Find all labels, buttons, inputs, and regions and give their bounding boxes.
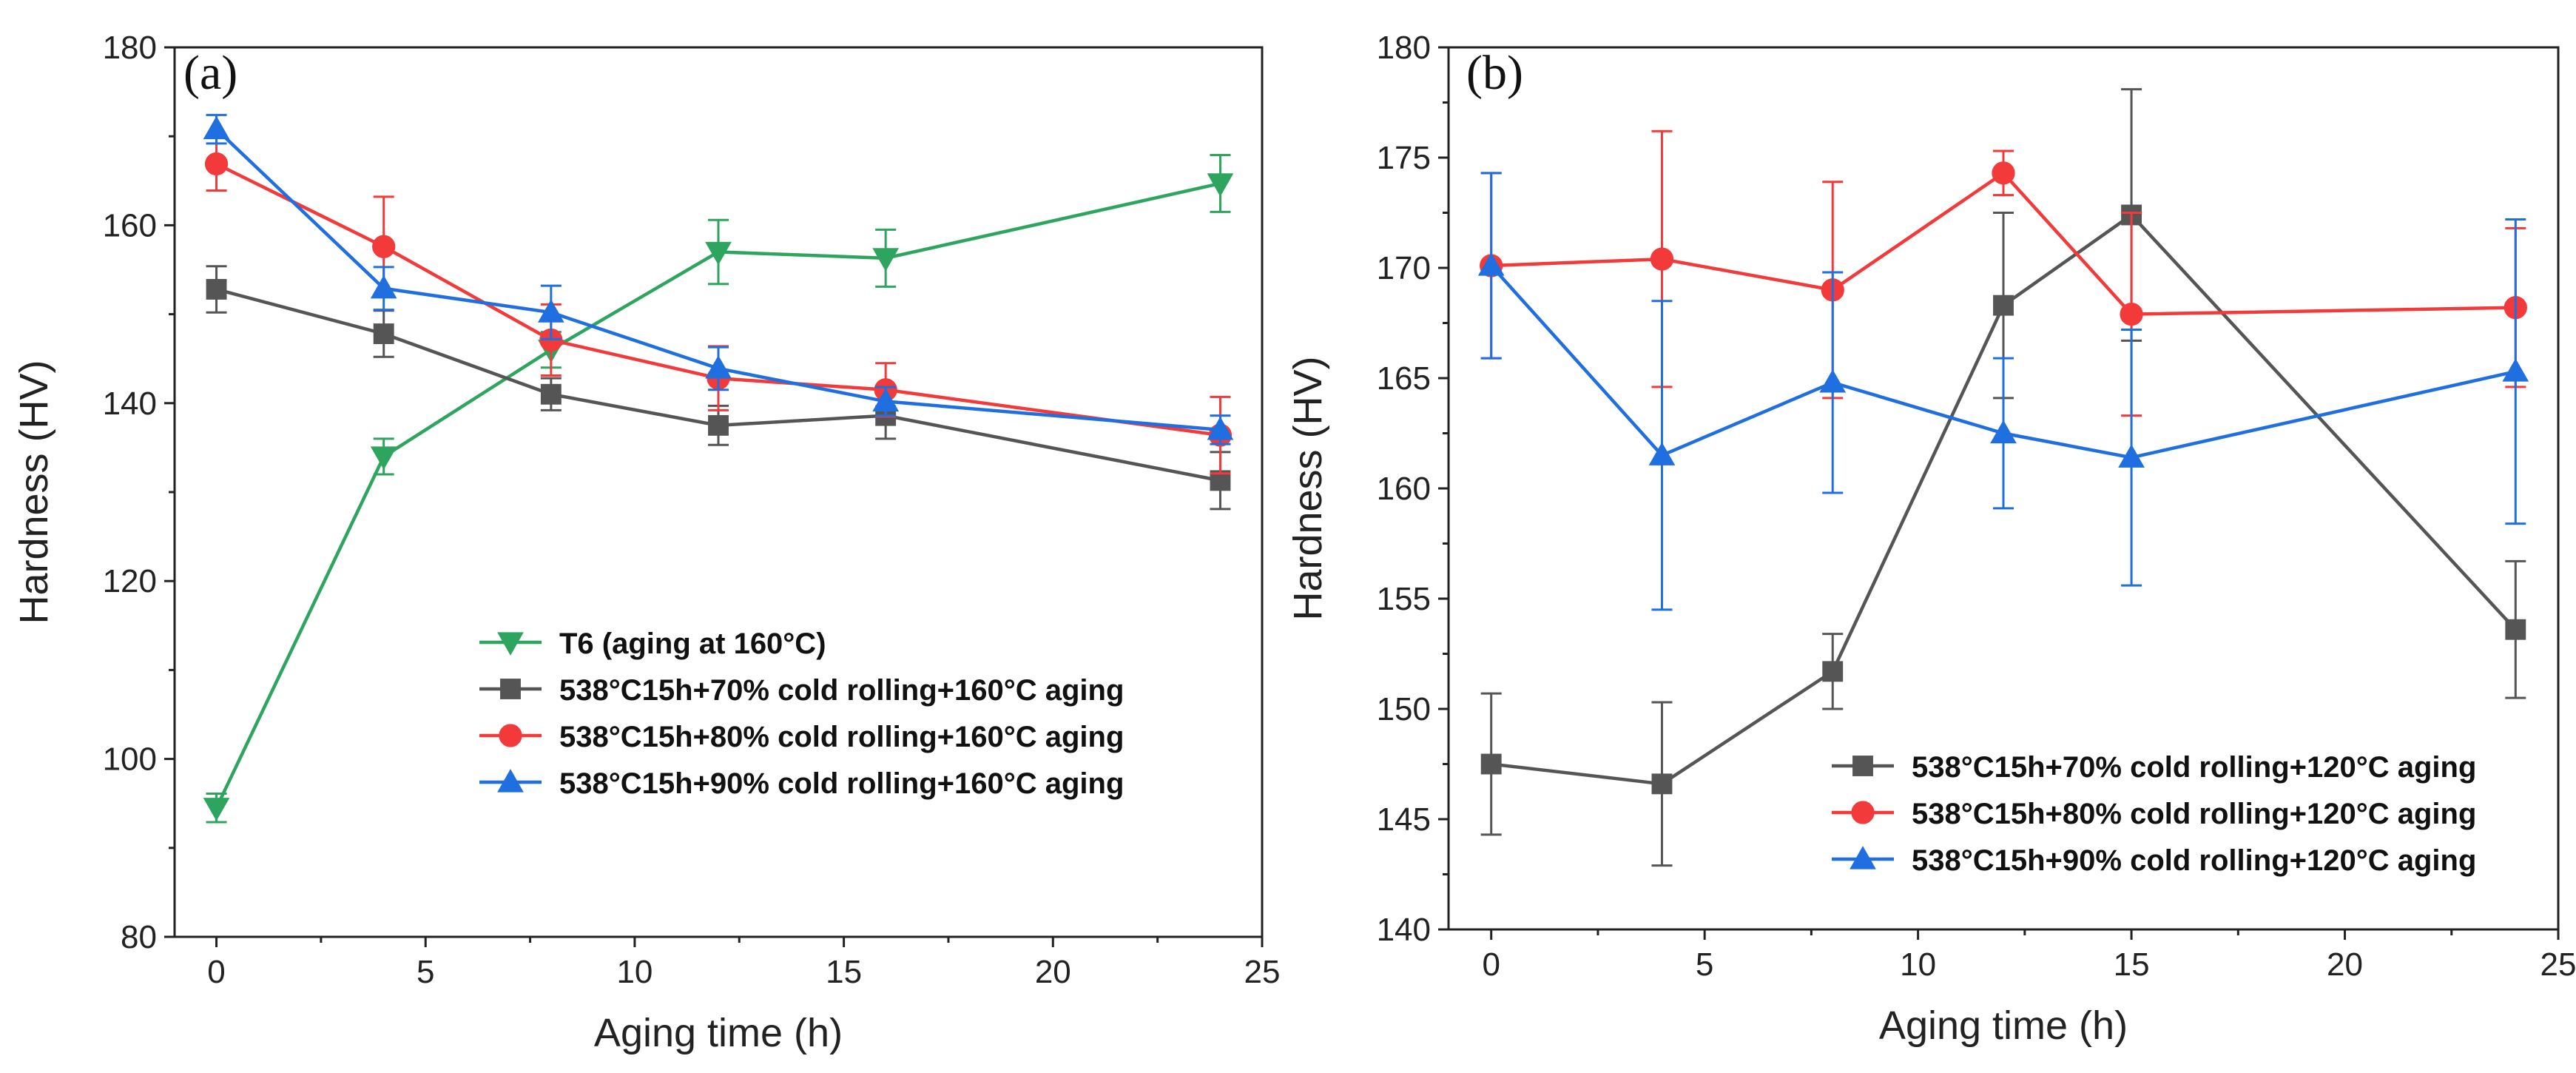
y-tick-label: 180	[103, 30, 157, 66]
data-point	[708, 414, 729, 436]
legend-marker	[500, 679, 521, 699]
series-3	[203, 113, 1234, 445]
y-tick-label: 160	[1377, 471, 1431, 507]
series-line	[1490, 264, 2516, 460]
data-point	[2118, 444, 2145, 468]
y-tick-label: 150	[1377, 691, 1431, 727]
legend-marker	[1851, 801, 1875, 824]
y-tick-label: 175	[1377, 140, 1431, 176]
legend: 538°C15h+70% cold rolling+120°C aging 538…	[1832, 751, 2476, 877]
x-tick-label: 10	[1900, 946, 1936, 983]
data-point	[1650, 247, 1674, 271]
data-point	[2502, 358, 2529, 382]
x-tick-label: 25	[1244, 954, 1281, 990]
data-point	[872, 388, 900, 411]
panel-label: (a)	[183, 46, 237, 100]
x-tick-label: 10	[616, 954, 653, 990]
y-tick-label: 180	[1377, 30, 1431, 66]
y-tick-label: 155	[1377, 581, 1431, 617]
data-point	[373, 323, 394, 344]
series-0	[1480, 88, 2526, 867]
panel-a: 0 5 10 15 20 25 80 100 120 140 160 180 Aging time (h…	[12, 30, 1280, 1055]
legend-label: 538°C15h+90% cold rolling+120°C aging	[1912, 844, 2476, 877]
y-tick-label: 165	[1377, 360, 1431, 397]
x-tick-label: 15	[2114, 946, 2150, 983]
data-point	[1990, 420, 2017, 444]
legend-label: 538°C15h+70% cold rolling+160°C aging	[559, 674, 1124, 707]
legend-label: T6 (aging at 160°C)	[559, 628, 826, 660]
data-point	[1651, 773, 1673, 795]
data-point	[540, 383, 562, 405]
legend-marker	[497, 769, 524, 793]
x-axis-title: Aging time (h)	[1879, 1003, 2128, 1048]
x-tick-label: 0	[1482, 946, 1500, 983]
data-point	[1822, 661, 1844, 682]
data-point	[705, 355, 732, 379]
data-point	[204, 152, 229, 176]
legend-marker	[1852, 756, 1873, 776]
legend-marker	[497, 632, 524, 656]
data-point	[537, 299, 564, 323]
data-point	[1648, 442, 1676, 465]
data-point	[1993, 295, 2014, 316]
data-point	[203, 798, 230, 821]
legend: T6 (aging at 160°C) 538°C15h+70% cold rol…	[479, 628, 1124, 800]
x-tick-label: 20	[2327, 946, 2363, 983]
series-line	[1491, 212, 2517, 786]
x-tick-label: 15	[826, 954, 862, 990]
legend-marker	[499, 724, 522, 747]
data-point	[1819, 369, 1847, 393]
legend-label: 538°C15h+80% cold rolling+120°C aging	[1912, 798, 2476, 830]
data-point	[705, 241, 732, 266]
y-tick-label: 100	[103, 741, 157, 778]
data-point	[2505, 619, 2526, 640]
legend-label: 538°C15h+90% cold rolling+160°C aging	[559, 767, 1124, 800]
y-tick-label: 140	[103, 386, 157, 422]
y-tick-label: 140	[1377, 912, 1431, 948]
series-line	[215, 162, 1221, 437]
data-point	[1480, 753, 1502, 775]
data-point	[203, 115, 230, 140]
x-axis-title: Aging time (h)	[594, 1011, 843, 1055]
panel-b: 0 5 10 15 20 25 140 145 150 155 160 165 170 175 180 Agi…	[1286, 30, 2576, 1048]
data-point	[2120, 302, 2143, 326]
legend-label: 538°C15h+70% cold rolling+120°C aging	[1912, 751, 2476, 784]
y-axis-title: Hardness (HV)	[1286, 356, 1330, 620]
x-tick-label: 5	[1696, 946, 1713, 983]
series-line	[215, 181, 1221, 809]
data-point	[370, 275, 397, 299]
series-0	[203, 153, 1234, 824]
y-tick-label: 170	[1377, 250, 1431, 286]
data-point	[372, 235, 396, 258]
x-tick-label: 25	[2540, 946, 2576, 983]
legend-label: 538°C15h+80% cold rolling+160°C aging	[559, 721, 1124, 753]
data-point	[370, 446, 397, 470]
x-tick-label: 5	[417, 954, 434, 990]
legend-marker	[1850, 846, 1876, 870]
data-point	[1207, 173, 1234, 197]
y-tick-label: 160	[103, 207, 157, 243]
series-line	[215, 287, 1221, 482]
y-tick-label: 120	[103, 563, 157, 599]
x-tick-label: 0	[207, 954, 225, 990]
series-line	[215, 127, 1221, 432]
data-point	[1477, 252, 1505, 276]
data-point	[1992, 161, 2015, 185]
data-point	[1207, 417, 1234, 440]
panel-label: (b)	[1466, 46, 1523, 100]
series-2	[1477, 172, 2529, 611]
x-tick-label: 20	[1035, 954, 1071, 990]
series-line	[1491, 170, 2516, 316]
data-point	[206, 279, 227, 300]
y-tick-label: 80	[121, 919, 157, 955]
y-tick-label: 145	[1377, 801, 1431, 838]
data-point	[872, 248, 900, 272]
plot-frame	[173, 46, 1264, 938]
y-axis-title: Hardness (HV)	[12, 360, 56, 624]
